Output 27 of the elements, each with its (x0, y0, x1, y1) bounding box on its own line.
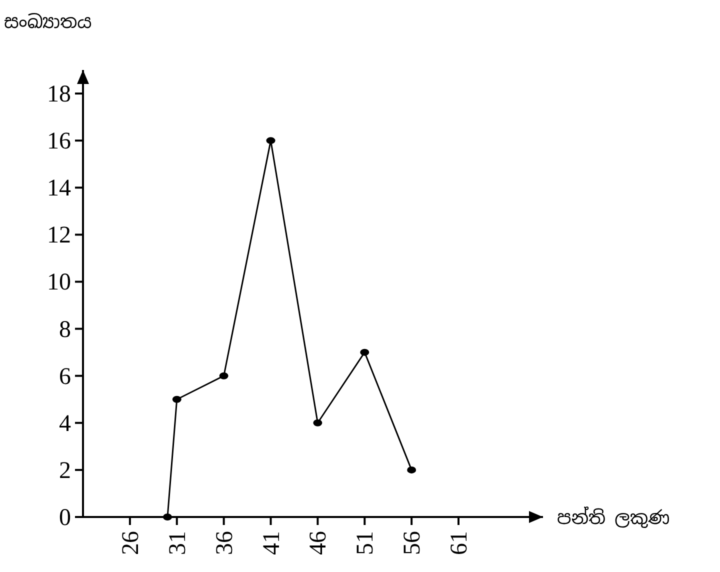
point (219, 372, 228, 380)
y-tick-label: 14 (47, 176, 71, 202)
y-tick-label: 12 (47, 222, 71, 249)
y-axis-title: සංඛ්‍යාතය (4, 11, 92, 34)
x-tick-label: 51 (352, 531, 379, 555)
y-tick-label: 8 (59, 316, 71, 343)
point (360, 348, 370, 356)
x-tick-label: 31 (164, 531, 191, 555)
y-tick-label: 2 (59, 458, 71, 484)
point (162, 514, 172, 520)
x-tick-label: 41 (258, 531, 285, 555)
y-tick-label: 4 (59, 410, 71, 437)
x-tick-label: 46 (306, 531, 332, 555)
point (313, 419, 322, 426)
x-axis-title: පන්ති ලකුණ (557, 506, 670, 530)
x-tick-label: 61 (446, 531, 473, 555)
y-tick-label: 6 (59, 364, 71, 390)
y-tick-label: 18 (47, 82, 71, 108)
point (266, 137, 276, 144)
point (172, 396, 182, 403)
x-tick-label: 26 (118, 531, 144, 555)
x-tick-label: 36 (212, 531, 238, 555)
y-tick-label: 16 (47, 128, 71, 155)
point (407, 466, 416, 474)
y-tick-label: 10 (47, 270, 71, 296)
y-tick-label: 0 (59, 505, 71, 531)
x-tick-label: 56 (400, 531, 426, 555)
